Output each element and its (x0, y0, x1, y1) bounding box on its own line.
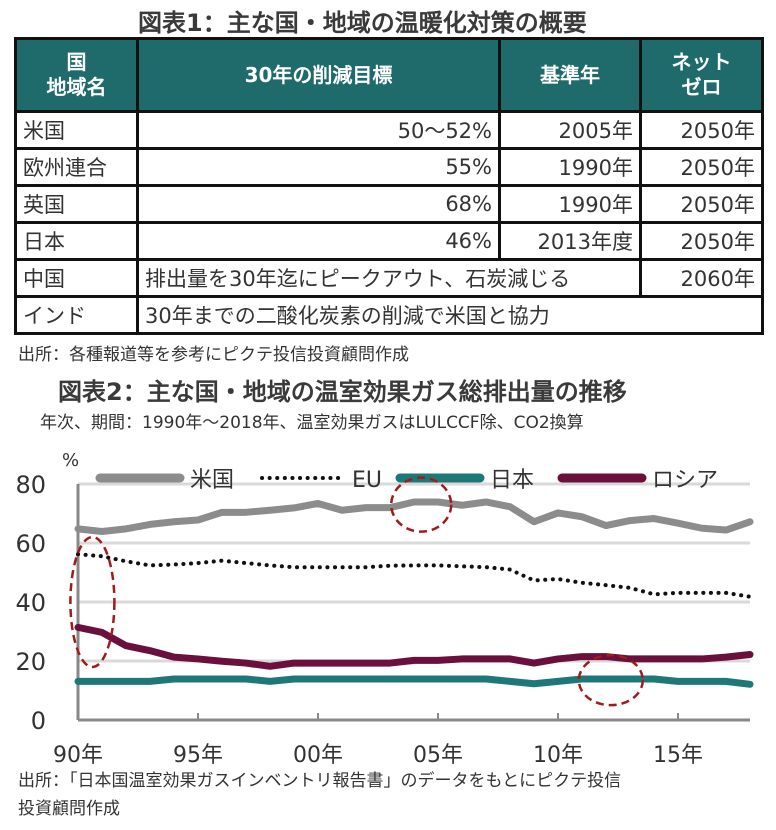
country-cell: 欧州連合 (14, 147, 139, 187)
x-tick-label: 00年 (293, 743, 343, 768)
series-line-EU (76, 552, 752, 599)
netzero-cell: 2050年 (639, 184, 764, 224)
x-tick-label: 15年 (653, 743, 703, 768)
y-tick-label: 60 (15, 530, 46, 558)
target-cell: 排出量を30年迄にピークアウト、石炭減じる (136, 258, 642, 298)
base-year-cell: 2013年度 (498, 221, 642, 261)
chart-source-line1: 出所：「日本国温室効果ガスインベントリ報告書」のデータをもとにピクテ投信 (18, 771, 622, 791)
highlight-ellipse (69, 535, 116, 669)
chart-subtitle: 年次、期間：1990年～2018年、温室効果ガスはLULCCF除、CO2換算 (40, 413, 584, 433)
netzero-cell: 2050年 (639, 110, 764, 150)
policy-table: 国地域名 30年の削減目標 基準年 ネット ゼロ 米国 50～52% 2005年 205… (14, 37, 764, 335)
x-tick-label: 95年 (173, 743, 223, 768)
target-cell: 30年までの二酸化炭素の削減で米国と協力 (136, 295, 764, 335)
table-row: 英国 68% 1990年 2050年 (14, 184, 764, 224)
target-cell: 55% (136, 147, 501, 187)
table1-source: 出所：各種報道等を参考にピクテ投信投資顧問作成 (18, 345, 409, 365)
line-chart: 0 20 40 60 80% 90年 95年 00年 05年 10年 15年 米国 EU 日本 ロシア (15, 450, 754, 768)
header-country-line1: 国 (66, 50, 87, 74)
header-netzero: ネット ゼロ (639, 37, 764, 113)
country-cell: インド (14, 295, 139, 335)
highlight-ellipse (577, 653, 645, 707)
y-tick-label: 0 (31, 707, 46, 735)
country-cell: 日本 (14, 221, 139, 261)
base-year-cell: 1990年 (498, 184, 642, 224)
country-cell: 中国 (14, 258, 139, 298)
header-target: 30年の削減目標 (136, 37, 501, 113)
table1-title: 図表1：主な国・地域の温暖化対策の概要 (138, 9, 587, 37)
country-cell: 米国 (14, 110, 139, 150)
chart-title: 図表2：主な国・地域の温室効果ガス総排出量の推移 (58, 378, 627, 406)
header-base-year: 基準年 (498, 37, 642, 113)
x-tick-label: 10年 (533, 743, 583, 768)
table-row: 日本 46% 2013年度 2050年 (14, 221, 764, 261)
table-header-row: 国地域名 30年の削減目標 基準年 ネット ゼロ (14, 37, 764, 113)
legend-label: 日本 (490, 468, 534, 493)
x-tick-label: 90年 (53, 743, 103, 768)
header-netzero-line2: ゼロ (681, 75, 722, 99)
legend-label: 米国 (190, 468, 234, 493)
table-row: 米国 50～52% 2005年 2050年 (14, 110, 764, 150)
target-cell: 46% (136, 221, 501, 261)
header-country: 国地域名 (14, 37, 139, 113)
target-cell: 68% (136, 184, 501, 224)
header-country-line2: 地域名 (46, 75, 107, 99)
legend-label: ロシア (652, 468, 718, 493)
netzero-cell: 2050年 (639, 147, 764, 187)
legend-label: EU (352, 468, 382, 493)
x-tick-label: 05年 (413, 743, 463, 768)
y-tick-label: 20 (15, 648, 46, 676)
table-row: 中国 排出量を30年迄にピークアウト、石炭減じる 2060年 (14, 258, 764, 298)
country-cell: 英国 (14, 184, 139, 224)
netzero-cell: 2050年 (639, 221, 764, 261)
y-tick-label: 80 (15, 471, 46, 499)
y-tick-label: 40 (15, 589, 46, 617)
base-year-cell: 1990年 (498, 147, 642, 187)
y-axis-unit: % (62, 450, 79, 471)
chart-source-line2: 投資顧問作成 (18, 799, 120, 819)
series-line-ロシア (74, 623, 754, 670)
netzero-cell: 2060年 (639, 258, 764, 298)
series-line-日本 (74, 675, 754, 688)
table-row: インド 30年までの二酸化炭素の削減で米国と協力 (14, 295, 764, 335)
base-year-cell: 2005年 (498, 110, 642, 150)
target-cell: 50～52% (136, 110, 501, 150)
header-netzero-line1: ネット (671, 50, 732, 74)
table-row: 欧州連合 55% 1990年 2050年 (14, 147, 764, 187)
series-line-米国 (74, 498, 754, 535)
